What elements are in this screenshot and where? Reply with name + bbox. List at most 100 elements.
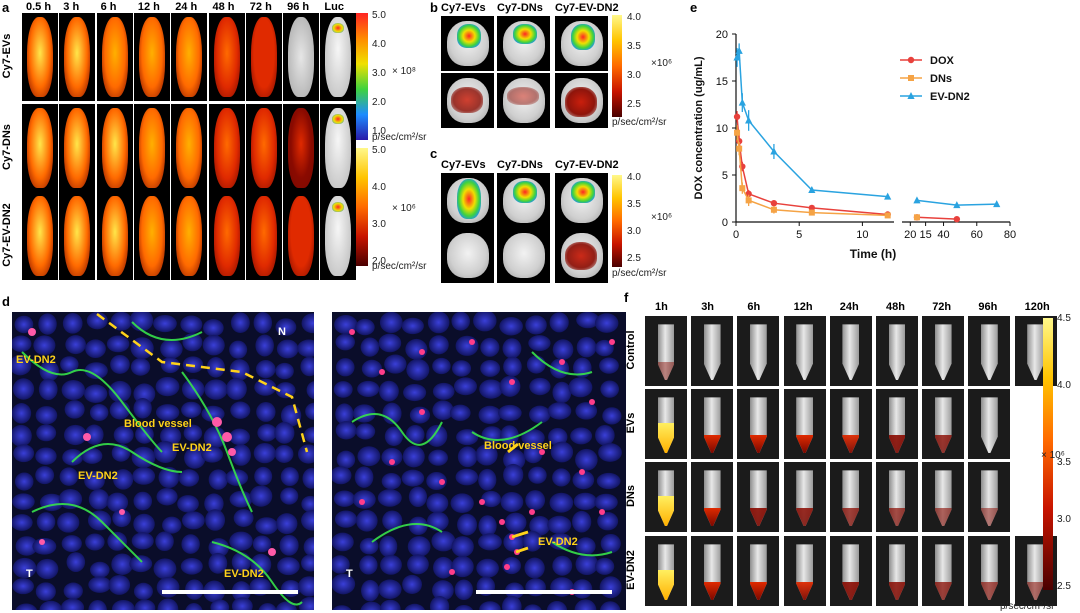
panel-d-nucleus xyxy=(208,469,228,490)
panel-f-tube-tile xyxy=(876,536,918,606)
panel-d-nucleus xyxy=(203,426,227,449)
panel-d-ev-dot xyxy=(529,509,535,515)
panel-f-tube-tile xyxy=(737,389,780,459)
panel-d-nucleus xyxy=(35,466,55,485)
chart-x-label: Time (h) xyxy=(850,247,896,261)
panel-d-nucleus xyxy=(473,312,497,332)
panel-d-nucleus xyxy=(568,377,593,398)
panel-d-nucleus xyxy=(428,449,448,466)
panel-d-left-label-vessel: Blood vessel xyxy=(124,418,192,430)
panel-d-nucleus xyxy=(12,335,32,353)
panel-d-nucleus xyxy=(523,443,543,464)
panel-d-nucleus xyxy=(576,336,597,358)
panel-f-tube-tile xyxy=(737,536,780,606)
panel-d-nucleus xyxy=(360,601,383,610)
panel-d-nucleus xyxy=(13,444,35,463)
panel-f-tube xyxy=(980,470,998,527)
panel-f-row-label: Control xyxy=(625,330,637,370)
panel-d-nucleus xyxy=(455,335,479,356)
panel-d-nucleus xyxy=(33,335,56,356)
panel-d-ev-dot xyxy=(609,339,615,345)
panel-d-nucleus xyxy=(526,355,546,374)
panel-d-nucleus xyxy=(204,493,224,514)
panel-d-nucleus xyxy=(552,555,573,576)
panel-f-colorbar-tick: 3.0 xyxy=(1057,514,1071,525)
panel-d-nucleus xyxy=(572,470,595,490)
panel-f-timepoint: 96h xyxy=(978,301,998,313)
panel-f-tube-tile xyxy=(968,462,1011,532)
panel-d-nucleus xyxy=(336,450,356,469)
panel-f-tube-tile xyxy=(645,316,687,386)
chart-point xyxy=(953,201,961,209)
panel-d-nucleus xyxy=(129,312,154,332)
panel-d-nucleus xyxy=(256,402,276,422)
panel-f-tube-tile xyxy=(783,389,826,459)
panel-d-nucleus xyxy=(113,469,134,490)
panel-d-nucleus xyxy=(63,424,87,446)
panel-b-brain-tile-bottom xyxy=(555,73,608,128)
panel-b-unit: p/sec/cm²/sr xyxy=(612,117,667,128)
panel-d-nucleus xyxy=(61,379,86,401)
panel-d-nucleus xyxy=(521,429,545,447)
panel-c-signal xyxy=(457,179,481,219)
panel-f-tube xyxy=(934,324,952,381)
panel-f-tube xyxy=(980,324,998,381)
panel-d-nucleus xyxy=(66,552,86,572)
panel-d-nucleus xyxy=(15,603,37,610)
panel-d-nucleus xyxy=(401,317,424,335)
panel-d-ev-dot xyxy=(359,499,365,505)
panel-d-nucleus xyxy=(57,512,80,533)
panel-d-nucleus xyxy=(552,381,572,404)
panel-d-nucleus xyxy=(529,377,551,396)
chart-x-tick-label: 15 xyxy=(919,229,931,241)
panel-d-nucleus xyxy=(153,558,177,580)
panel-a-timepoint: 96 h xyxy=(287,1,310,13)
panel-d-nucleus xyxy=(332,605,352,610)
panel-f-tube-signal xyxy=(657,569,675,601)
panel-f-tube-signal xyxy=(842,508,860,527)
panel-d-nucleus xyxy=(131,532,154,550)
panel-d-nucleus xyxy=(574,599,597,610)
panel-d-nucleus xyxy=(184,447,206,469)
panel-d-nucleus xyxy=(155,531,174,552)
panel-f-tube-tile xyxy=(645,389,687,459)
panel-d-nucleus xyxy=(88,488,110,510)
panel-d-ev-dot xyxy=(379,369,385,375)
panel-d-nucleus xyxy=(274,444,294,463)
panel-a-luc-signal xyxy=(332,202,345,212)
panel-d-nucleus xyxy=(12,378,35,400)
panel-c-colorbar xyxy=(612,175,622,267)
chart-legend-label: EV-DN2 xyxy=(930,91,970,103)
panel-d-nucleus xyxy=(570,427,593,445)
panel-d-nucleus xyxy=(185,602,203,610)
panel-d-nucleus xyxy=(36,512,56,532)
panel-f-tube-tile xyxy=(691,316,734,386)
panel-c-colorbar-tick: 3.0 xyxy=(627,226,641,237)
panel-f-tube-tile xyxy=(691,389,734,459)
panel-d-nucleus xyxy=(110,354,130,374)
panel-a-timepoint: 3 h xyxy=(63,1,80,13)
panel-d-ev-dot xyxy=(389,459,395,465)
panel-f-tube-tile xyxy=(737,462,780,532)
panel-f-tube-signal xyxy=(657,495,675,527)
panel-d-nucleus xyxy=(35,447,57,465)
panel-a-mouse xyxy=(27,196,53,276)
chart-point xyxy=(770,200,778,207)
panel-d-nucleus xyxy=(132,467,156,485)
chart-series-line-DNs xyxy=(736,132,888,217)
panel-d-ev-dot xyxy=(504,564,510,570)
panel-d-ev-dot xyxy=(419,409,425,415)
panel-d-nucleus xyxy=(133,491,153,511)
chart-y-tick-label: 10 xyxy=(716,123,728,135)
panel-d-nucleus xyxy=(160,338,183,359)
panel-a-timepoint: 0.5 h xyxy=(26,1,52,13)
panel-d-nucleus xyxy=(498,404,522,421)
panel-d-nucleus xyxy=(409,406,431,424)
chart-point xyxy=(913,214,920,221)
chart-x-tick-label: 10 xyxy=(856,229,868,241)
panel-d-nucleus xyxy=(303,426,314,444)
panel-d-nucleus xyxy=(177,495,199,513)
chart-point xyxy=(808,186,816,194)
panel-a-mouse xyxy=(64,196,91,276)
panel-b-brain-tile-top xyxy=(497,16,550,71)
